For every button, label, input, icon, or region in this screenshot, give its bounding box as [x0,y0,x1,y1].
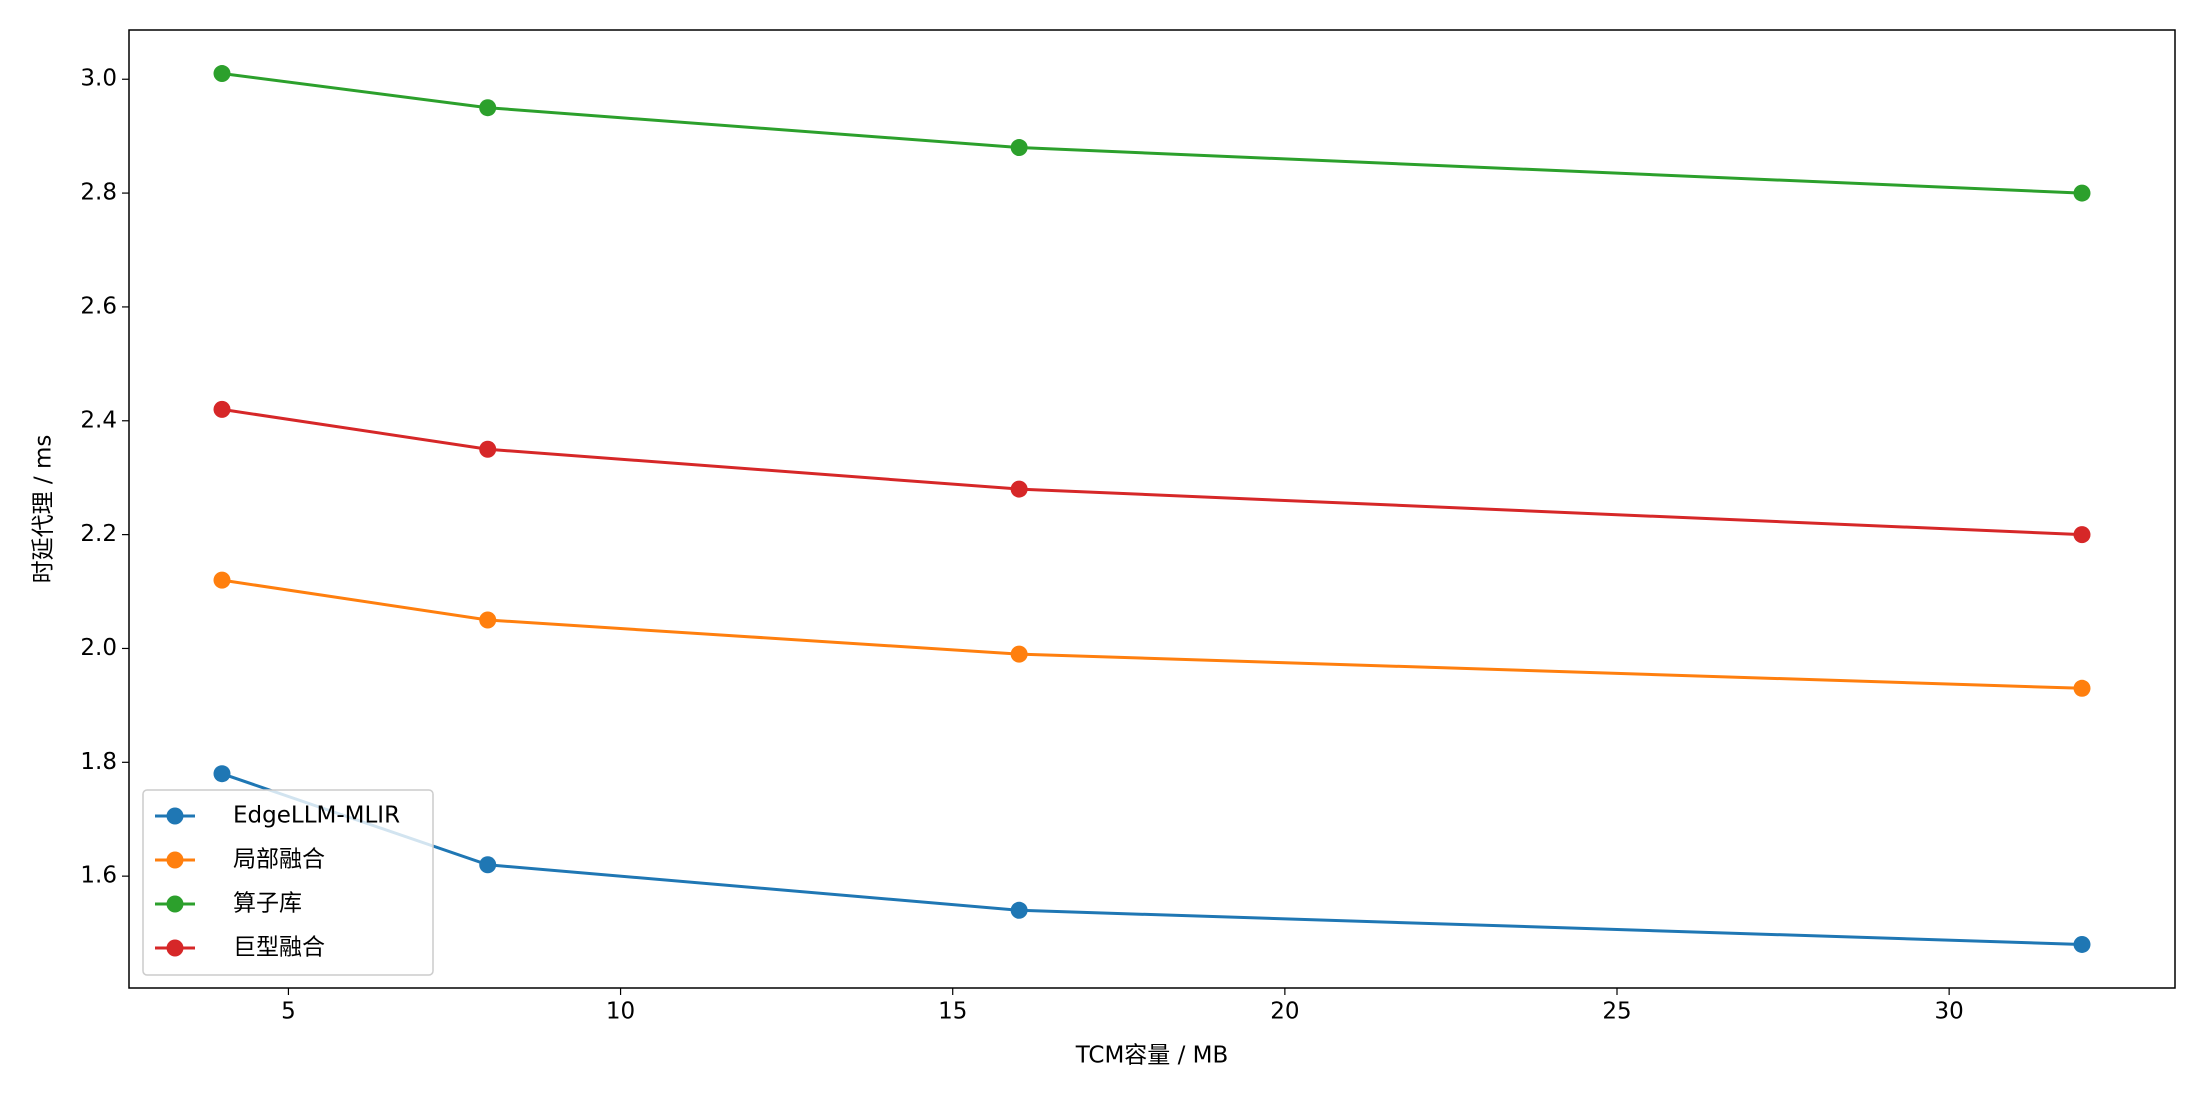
legend-marker [166,807,184,825]
legend-marker [166,939,184,957]
data-point [213,571,231,589]
y-tick-label: 2.4 [80,407,117,433]
y-tick-label: 2.2 [80,521,117,547]
legend-box [142,789,434,976]
y-tick-label: 3.0 [80,66,117,92]
x-tick-label: 30 [1935,999,1964,1025]
legend-label: EdgeLLM-MLIR [233,803,400,829]
data-point [213,400,231,418]
data-point [213,765,231,783]
series-line [221,578,2083,690]
legend-label: 巨型融合 [233,935,325,961]
data-point [479,440,497,458]
data-point [2073,526,2091,544]
y-tick-label: 1.6 [80,863,117,889]
plot-frame [128,29,2176,989]
data-point [2073,184,2091,202]
data-point [2073,935,2091,953]
data-point [1010,480,1028,498]
x-tick-label: 20 [1270,999,1299,1025]
y-tick-label: 2.0 [80,635,117,661]
series-line [221,72,2083,195]
data-point [479,611,497,629]
data-point [213,65,231,83]
legend-marker [166,895,184,913]
y-tick-label: 2.8 [80,180,117,206]
data-point [1010,139,1028,157]
legend-label: 局部融合 [233,847,325,873]
y-tick-label: 1.8 [80,749,117,775]
x-axis-label: TCM容量 / MB [1075,1043,1229,1069]
data-point [2073,679,2091,697]
y-axis-label: 时延代理 / ms [31,435,57,584]
series-line [221,407,2083,537]
x-tick-label: 10 [606,999,635,1025]
x-tick-label: 25 [1602,999,1631,1025]
y-tick-label: 2.6 [80,293,117,319]
data-point [479,856,497,874]
data-point [1010,901,1028,919]
data-point [479,99,497,117]
x-tick-label: 15 [938,999,967,1025]
data-point [1010,645,1028,663]
legend-marker [166,851,184,869]
x-tick-label: 5 [281,999,296,1025]
legend-label: 算子库 [233,891,302,917]
